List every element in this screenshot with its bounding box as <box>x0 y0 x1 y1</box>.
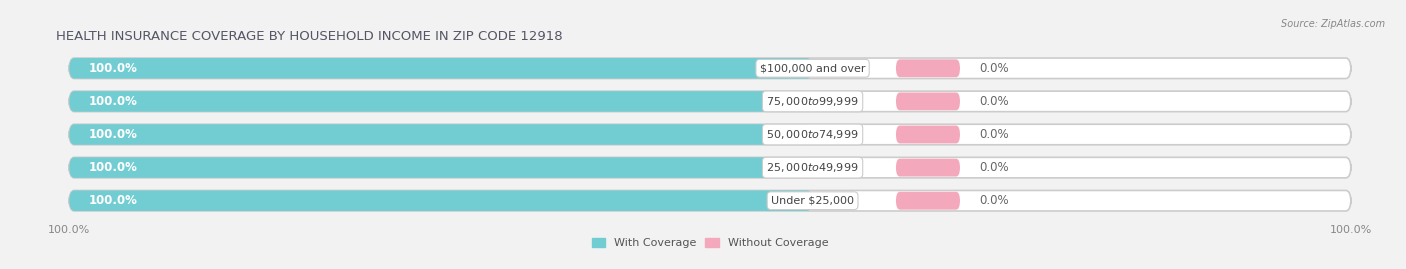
Text: 100.0%: 100.0% <box>89 161 138 174</box>
FancyBboxPatch shape <box>896 59 960 77</box>
FancyBboxPatch shape <box>896 192 960 210</box>
Text: 0.0%: 0.0% <box>979 128 1010 141</box>
FancyBboxPatch shape <box>69 91 1351 112</box>
Text: 100.0%: 100.0% <box>89 194 138 207</box>
Text: $100,000 and over: $100,000 and over <box>759 63 865 73</box>
Text: $25,000 to $49,999: $25,000 to $49,999 <box>766 161 859 174</box>
Text: Source: ZipAtlas.com: Source: ZipAtlas.com <box>1281 19 1385 29</box>
Text: 100.0%: 100.0% <box>89 128 138 141</box>
FancyBboxPatch shape <box>69 124 813 145</box>
Text: 0.0%: 0.0% <box>979 194 1010 207</box>
FancyBboxPatch shape <box>896 93 960 110</box>
Text: 100.0%: 100.0% <box>89 62 138 75</box>
FancyBboxPatch shape <box>896 159 960 176</box>
Text: HEALTH INSURANCE COVERAGE BY HOUSEHOLD INCOME IN ZIP CODE 12918: HEALTH INSURANCE COVERAGE BY HOUSEHOLD I… <box>56 30 562 43</box>
FancyBboxPatch shape <box>69 124 1351 145</box>
FancyBboxPatch shape <box>69 91 813 112</box>
FancyBboxPatch shape <box>69 190 813 211</box>
Text: 100.0%: 100.0% <box>89 95 138 108</box>
Text: $75,000 to $99,999: $75,000 to $99,999 <box>766 95 859 108</box>
FancyBboxPatch shape <box>69 190 1351 211</box>
FancyBboxPatch shape <box>896 126 960 143</box>
Text: 0.0%: 0.0% <box>979 95 1010 108</box>
FancyBboxPatch shape <box>69 157 1351 178</box>
Text: 0.0%: 0.0% <box>979 161 1010 174</box>
FancyBboxPatch shape <box>69 58 813 79</box>
Legend: With Coverage, Without Coverage: With Coverage, Without Coverage <box>588 233 832 253</box>
Text: Under $25,000: Under $25,000 <box>770 196 853 206</box>
FancyBboxPatch shape <box>69 58 1351 79</box>
Text: $50,000 to $74,999: $50,000 to $74,999 <box>766 128 859 141</box>
FancyBboxPatch shape <box>69 157 813 178</box>
Text: 0.0%: 0.0% <box>979 62 1010 75</box>
